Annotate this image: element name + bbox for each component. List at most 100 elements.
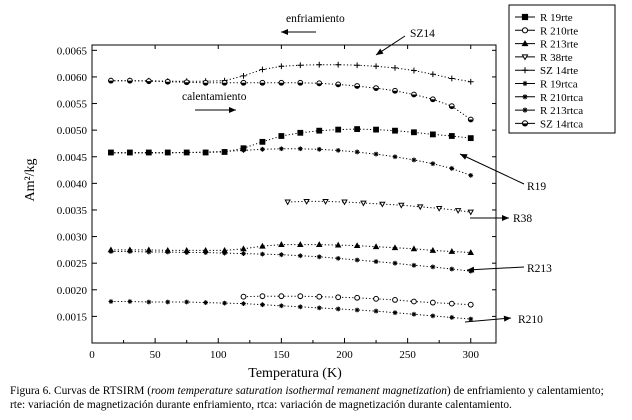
data-point <box>316 61 323 68</box>
data-point <box>260 146 265 152</box>
data-point <box>429 131 436 138</box>
data-point <box>146 299 152 305</box>
data-point <box>448 248 456 254</box>
data-point <box>372 243 380 250</box>
data-point <box>260 251 265 257</box>
data-point <box>522 94 528 100</box>
y-tick-label: 0.0015 <box>57 311 88 323</box>
data-point <box>259 242 266 249</box>
data-point <box>241 251 246 256</box>
data-point <box>203 149 209 155</box>
data-point <box>410 245 418 252</box>
data-point <box>297 253 303 259</box>
data-point-fill <box>468 119 474 122</box>
series-r-19rte <box>108 126 474 156</box>
data-point <box>411 157 417 163</box>
data-point <box>467 301 474 308</box>
data-point <box>335 126 342 133</box>
x-tick-label: 50 <box>150 349 162 361</box>
data-point <box>468 172 474 178</box>
x-axis-label: Temperatura (K) <box>248 366 342 381</box>
data-point <box>467 209 474 216</box>
data-point <box>240 72 247 79</box>
data-point <box>454 208 462 214</box>
data-point <box>467 116 474 123</box>
data-point <box>429 246 437 253</box>
data-point <box>241 147 246 153</box>
caption-line-1-italic: room temperature saturation isothermal r… <box>151 385 447 397</box>
arrow-r213-head <box>467 266 475 273</box>
data-point <box>398 202 405 209</box>
arrow-r213-shaft <box>466 266 525 271</box>
legend-item: R 210rtca <box>515 92 583 104</box>
data-point <box>449 266 455 272</box>
legend-label: R 210rte <box>540 25 578 37</box>
y-tick-label: 0.0020 <box>57 285 88 297</box>
data-point-fill <box>260 82 265 86</box>
data-point <box>335 294 342 301</box>
data-point <box>184 250 190 255</box>
plot-frame <box>91 44 497 344</box>
data-point <box>184 150 190 155</box>
data-point-fill <box>354 85 360 89</box>
legend-item: R 213rte <box>515 39 578 51</box>
series-r-210rtca <box>108 299 474 322</box>
data-point <box>373 259 379 264</box>
data-point-fill <box>108 80 114 84</box>
data-point-fill <box>222 82 227 86</box>
data-point <box>108 249 114 254</box>
data-point <box>297 293 304 300</box>
data-point <box>108 77 114 84</box>
series-trace <box>110 301 471 320</box>
data-point <box>278 79 285 86</box>
legend-label: R 19rte <box>540 12 573 24</box>
data-point <box>316 254 322 260</box>
data-point-fill <box>278 82 284 86</box>
data-point <box>183 79 190 86</box>
arrow-calentamiento-head <box>229 107 236 113</box>
x-tick-label: 100 <box>210 349 227 361</box>
data-point <box>341 199 348 206</box>
data-point <box>297 146 303 152</box>
arrow-r19-head <box>460 154 468 160</box>
data-point <box>429 96 436 103</box>
data-point <box>316 305 322 311</box>
y-tick-label: 0.0045 <box>57 152 88 164</box>
data-point <box>373 151 379 157</box>
data-point <box>522 80 528 87</box>
data-point <box>411 67 417 74</box>
data-point <box>391 244 399 251</box>
data-point <box>448 300 455 307</box>
data-point <box>184 299 190 305</box>
y-tick-label: 0.0025 <box>57 258 88 270</box>
data-point <box>297 79 304 86</box>
data-point <box>373 126 379 133</box>
data-point <box>259 293 266 300</box>
data-point <box>430 264 436 270</box>
data-point <box>417 204 424 211</box>
y-axis-label: Am²/kg <box>23 158 38 201</box>
legend-item: SZ 14rtca <box>515 118 583 130</box>
data-point-fill <box>203 82 209 86</box>
arrow-r19-shaft <box>459 153 525 185</box>
data-point <box>354 257 360 263</box>
data-point <box>411 262 417 268</box>
data-point <box>411 91 417 98</box>
data-point <box>521 120 529 127</box>
data-point <box>127 249 133 254</box>
series-trace <box>110 244 471 253</box>
caption-line-2: rte: variación de magnetización durante … <box>10 399 512 411</box>
data-point <box>259 79 266 86</box>
data-point <box>521 54 529 61</box>
data-point <box>335 306 341 312</box>
data-point <box>303 199 310 205</box>
data-point <box>373 308 379 314</box>
data-point <box>430 161 436 167</box>
data-point <box>521 39 529 47</box>
data-point <box>522 107 528 113</box>
legend-label: R 38rte <box>540 52 573 64</box>
data-point <box>165 150 171 156</box>
annotations: enfriamiento calentamiento SZ14 R19 R38 R213 R… <box>182 13 552 326</box>
arrow-sz14 <box>375 35 406 56</box>
